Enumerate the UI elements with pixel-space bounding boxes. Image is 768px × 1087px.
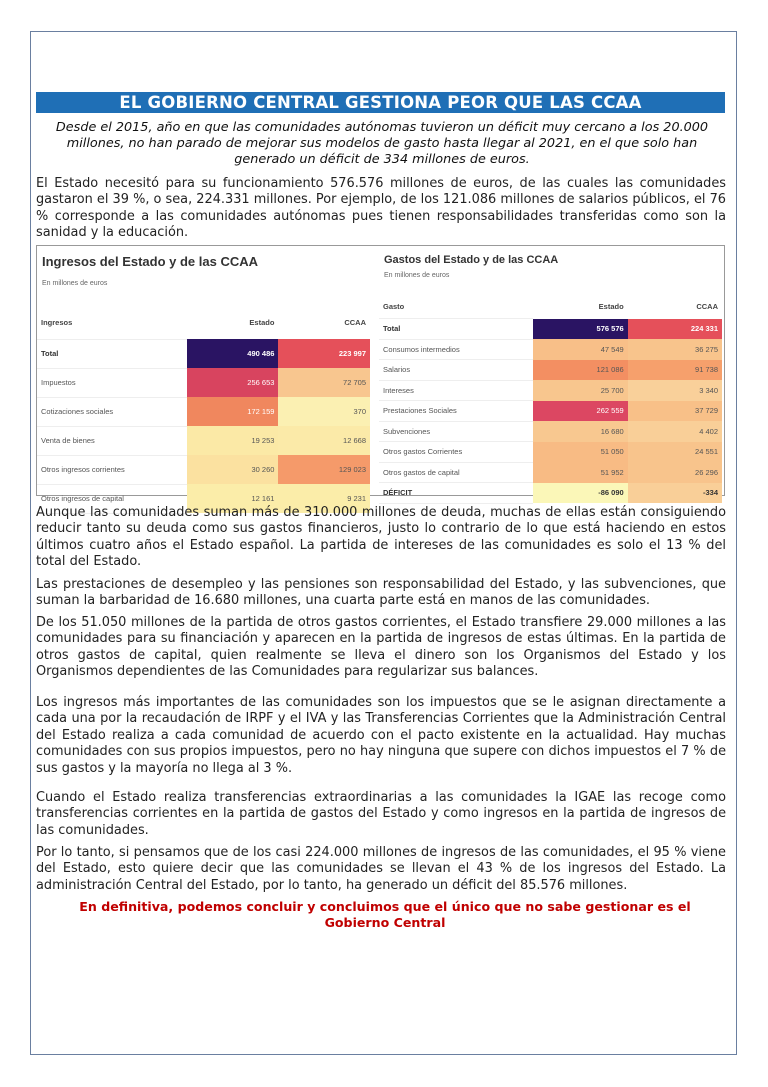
cell-label: Salarios bbox=[379, 359, 534, 381]
table-row: Consumos intermedios 47 549 36 275 bbox=[379, 339, 722, 360]
cell-label: Intereses bbox=[379, 380, 534, 401]
table-row: Subvenciones 16 680 4 402 bbox=[379, 421, 722, 442]
cell-label: DÉFICIT bbox=[379, 482, 534, 504]
intro-lead: Desde el 2015, año en que las comunidade… bbox=[55, 120, 709, 167]
header-row: Gasto Estado CCAA bbox=[379, 294, 722, 319]
column-header: CCAA bbox=[344, 318, 366, 327]
column-header: CCAA bbox=[696, 301, 718, 311]
paragraph: Por lo tanto, si pensamos que de los cas… bbox=[36, 845, 726, 893]
table-row: Venta de bienes 19 253 12 668 bbox=[37, 426, 370, 456]
cell-ccaa: -334 bbox=[627, 482, 722, 503]
cell-ccaa: 26 296 bbox=[627, 462, 722, 483]
ingresos-subtitle: En millones de euros bbox=[42, 280, 108, 287]
cell-estado: 51 952 bbox=[533, 462, 628, 483]
cell-label: Impuestos bbox=[37, 368, 187, 398]
table-row: Otros gastos de capital 51 952 26 296 bbox=[379, 462, 722, 483]
cell-estado: 576 576 bbox=[533, 318, 628, 339]
table-row: DÉFICIT -86 090 -334 bbox=[379, 482, 722, 504]
table-row: Cotizaciones sociales 172 159 370 bbox=[37, 397, 370, 427]
cell-estado: 256 653 bbox=[186, 368, 279, 397]
paragraph: El Estado necesitó para su funcionamient… bbox=[36, 176, 726, 241]
column-header: Ingresos bbox=[37, 306, 187, 340]
paragraph: Cuando el Estado realiza transferencias … bbox=[36, 790, 726, 838]
cell-ccaa: 3 340 bbox=[627, 380, 722, 401]
table-row: Otros ingresos de capital 12 161 9 231 bbox=[37, 484, 370, 514]
gastos-title: Gastos del Estado y de las CCAA bbox=[384, 254, 559, 266]
column-header: Estado bbox=[249, 318, 275, 327]
page-border bbox=[30, 31, 737, 1055]
cell-label: Otros ingresos corrientes bbox=[37, 455, 187, 485]
cell-label: Subvenciones bbox=[379, 421, 534, 442]
paragraph: Los ingresos más importantes de las comu… bbox=[36, 695, 726, 776]
ingresos-title: Ingresos del Estado y de las CCAA bbox=[42, 254, 259, 269]
cell-label: Venta de bienes bbox=[37, 426, 187, 456]
paragraph: Las prestaciones de desempleo y las pens… bbox=[36, 577, 726, 609]
cell-label: Otros gastos Corrientes bbox=[379, 441, 534, 463]
header-row: Ingresos Estado CCAA bbox=[37, 306, 370, 340]
cell-estado: 490 486 bbox=[186, 339, 279, 368]
cell-estado: 12 161 bbox=[186, 484, 279, 513]
cell-label: Otros ingresos de capital bbox=[37, 484, 187, 514]
cell-ccaa: 72 705 bbox=[278, 368, 370, 397]
cell-estado: 172 159 bbox=[186, 397, 279, 426]
cell-estado: 30 260 bbox=[186, 455, 279, 484]
ingresos-grid: Ingresos Estado CCAA Total 490 486 223 997 Imp… bbox=[37, 306, 370, 514]
cell-label: Consumos intermedios bbox=[379, 339, 534, 360]
cell-label: Otros gastos de capital bbox=[379, 462, 534, 483]
gastos-subtitle: En millones de euros bbox=[384, 272, 450, 279]
cell-estado: 262 559 bbox=[533, 400, 628, 421]
table-row: Salarios 121 086 91 738 bbox=[379, 359, 722, 381]
cell-label: Total bbox=[379, 318, 534, 340]
cell-estado: 25 700 bbox=[533, 380, 628, 401]
cell-ccaa: 224 331 bbox=[627, 318, 722, 339]
cell-ccaa: 129 023 bbox=[278, 455, 370, 484]
cell-estado: 47 549 bbox=[533, 339, 628, 360]
cell-estado: -86 090 bbox=[533, 482, 628, 503]
cell-estado: 121 086 bbox=[533, 359, 628, 380]
paragraph: De los 51.050 millones de la partida de … bbox=[36, 615, 726, 680]
cell-label: Prestaciones Sociales bbox=[379, 400, 534, 422]
cell-ccaa: 36 275 bbox=[627, 339, 722, 360]
cell-label: Cotizaciones sociales bbox=[37, 397, 187, 427]
cell-ccaa: 9 231 bbox=[278, 484, 370, 513]
table-row: Prestaciones Sociales 262 559 37 729 bbox=[379, 400, 722, 422]
cell-estado: 19 253 bbox=[186, 426, 279, 455]
cell-label: Total bbox=[37, 339, 187, 369]
column-header: Gasto bbox=[379, 294, 534, 319]
table-row: Otros ingresos corrientes 30 260 129 023 bbox=[37, 455, 370, 485]
cell-ccaa: 91 738 bbox=[627, 359, 722, 380]
table-row: Otros gastos Corrientes 51 050 24 551 bbox=[379, 441, 722, 463]
cell-ccaa: 12 668 bbox=[278, 426, 370, 455]
paragraph: Aunque las comunidades suman más de 310.… bbox=[36, 505, 726, 570]
table-row: Total 490 486 223 997 bbox=[37, 339, 370, 369]
table-row: Intereses 25 700 3 340 bbox=[379, 380, 722, 401]
cell-ccaa: 370 bbox=[278, 397, 370, 426]
cell-estado: 16 680 bbox=[533, 421, 628, 442]
gastos-grid: Gasto Estado CCAA Total 576 576 224 331 Consum… bbox=[379, 294, 722, 504]
table-row: Total 576 576 224 331 bbox=[379, 318, 722, 340]
cell-ccaa: 223 997 bbox=[278, 339, 370, 368]
article-title: EL GOBIERNO CENTRAL GESTIONA PEOR QUE LA… bbox=[36, 92, 725, 113]
cell-ccaa: 37 729 bbox=[627, 400, 722, 421]
cell-ccaa: 24 551 bbox=[627, 441, 722, 462]
column-header: Estado bbox=[598, 301, 624, 311]
cell-ccaa: 4 402 bbox=[627, 421, 722, 442]
tables-figure: Ingresos del Estado y de las CCAA En mil… bbox=[36, 245, 725, 514]
conclusion: En definitiva, podemos concluir y conclu… bbox=[79, 899, 691, 930]
table-row: Impuestos 256 653 72 705 bbox=[37, 368, 370, 398]
cell-estado: 51 050 bbox=[533, 441, 628, 462]
